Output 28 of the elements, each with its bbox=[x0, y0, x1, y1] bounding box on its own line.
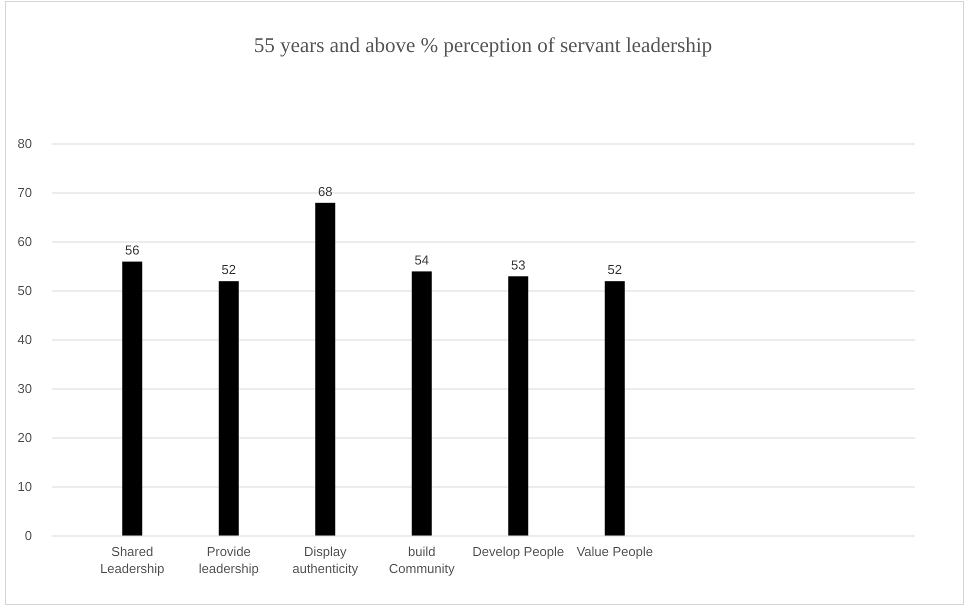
data-label: 52 bbox=[608, 262, 622, 278]
y-tick-label: 40 bbox=[18, 332, 32, 348]
data-label: 53 bbox=[511, 257, 526, 272]
x-tick-label: Develop People bbox=[472, 544, 564, 559]
y-tick-label: 60 bbox=[18, 234, 32, 250]
data-label: 54 bbox=[414, 252, 429, 268]
y-tick-label: 50 bbox=[18, 283, 32, 298]
bar bbox=[604, 281, 625, 536]
y-tick-label: 10 bbox=[18, 479, 32, 494]
y-tick-label: 0 bbox=[24, 528, 32, 544]
chart-title: 55 years and above % perception of servant leadership bbox=[254, 33, 712, 57]
x-tick-label: Shared Leadership bbox=[100, 544, 164, 576]
bar bbox=[412, 271, 432, 536]
data-label: 56 bbox=[125, 242, 140, 258]
y-tick-label: 30 bbox=[18, 381, 32, 396]
data-label: 52 bbox=[222, 262, 236, 278]
x-tick-label: Display authenticity bbox=[292, 544, 359, 576]
bar bbox=[122, 262, 142, 536]
bar bbox=[315, 202, 336, 536]
y-tick-label: 80 bbox=[18, 136, 32, 152]
bar bbox=[218, 281, 239, 536]
bar bbox=[508, 276, 528, 536]
x-tick-label: Provide leadership bbox=[198, 544, 259, 576]
x-tick-label: Value People bbox=[576, 544, 653, 559]
x-tick-label: build Community bbox=[388, 544, 456, 576]
y-tick-label: 20 bbox=[18, 430, 32, 446]
data-label: 68 bbox=[318, 184, 332, 199]
y-tick-label: 70 bbox=[18, 185, 32, 200]
